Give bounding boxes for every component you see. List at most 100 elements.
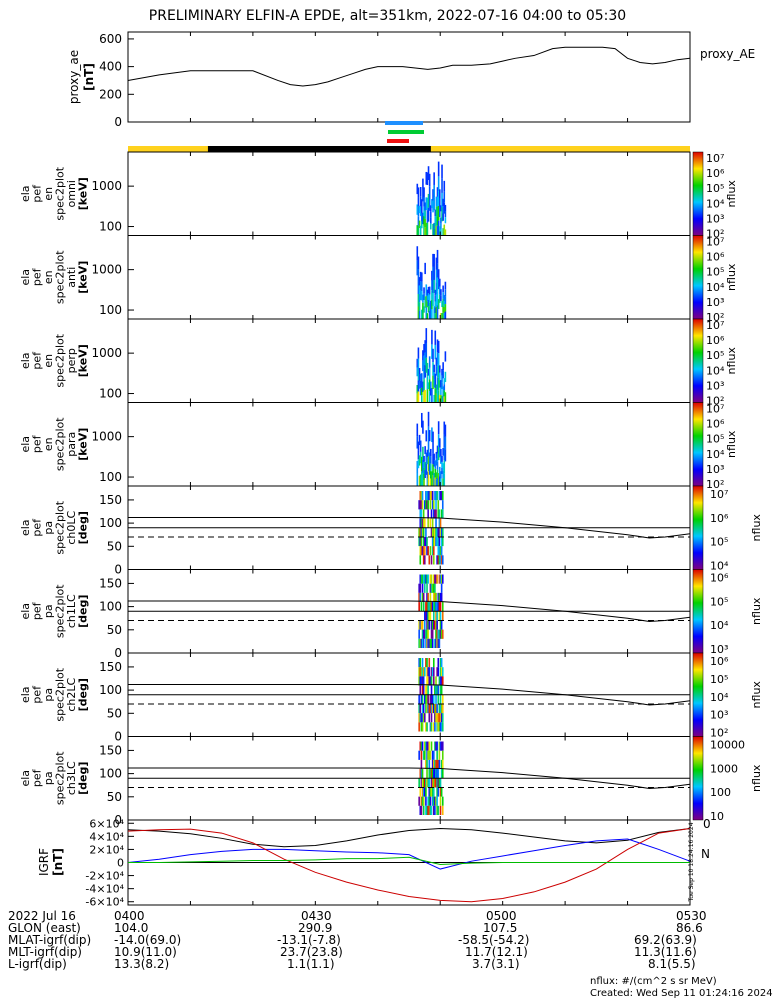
pa-ch2LC-ylabel-line: pa xyxy=(42,688,55,702)
spec-perp-cell xyxy=(420,387,423,396)
spec-anti-cell xyxy=(443,307,446,314)
spec-perp-cell xyxy=(428,356,431,368)
pa-ch1LC-cell xyxy=(437,602,440,612)
pa-ch2LC-cell xyxy=(439,722,442,732)
pa-ch0LC-cell xyxy=(421,491,424,501)
spec-omni-cell xyxy=(419,196,422,207)
pa-ch3LC-cell xyxy=(434,741,436,751)
pa-ch1LC-cell xyxy=(431,602,434,612)
spec-perp-cell xyxy=(419,380,422,389)
spec-perp-cell xyxy=(433,364,435,373)
pa-ch0LC-cell xyxy=(426,491,428,501)
footer-row-label: MLAT-igrf(dip) xyxy=(8,933,92,947)
pa-ch2LC-cell xyxy=(430,667,433,677)
spec-anti-colorbar-tick: 10⁶ xyxy=(706,251,725,264)
spec-anti-cell xyxy=(417,294,420,307)
spec-omni-cell xyxy=(435,206,438,217)
spec-omni-cell xyxy=(426,197,429,211)
spec-perp-cell xyxy=(426,376,429,390)
pa-ch0LC-cell xyxy=(428,491,431,501)
spec-omni-cell xyxy=(424,210,426,219)
pa-ch2LC-ylabel-line: ch2LC xyxy=(65,678,78,712)
spec-omni-cell xyxy=(423,216,425,226)
spec-perp-colorbar-tick: 10⁷ xyxy=(706,319,724,332)
pa-ch0LC-cell xyxy=(427,518,429,528)
spec-omni-cell xyxy=(437,220,440,236)
spec-perp-cell xyxy=(428,367,431,380)
proxy-ae-frame xyxy=(127,31,691,123)
pa-ch2LC-cell xyxy=(437,667,440,677)
spec-omni-cell xyxy=(442,206,444,214)
pa-ch3LC-cell xyxy=(425,787,427,797)
pa-ch3LC-cell xyxy=(441,769,444,779)
spec-para-cell xyxy=(432,475,434,486)
spec-perp-cell xyxy=(423,390,425,403)
spec-anti-cell xyxy=(435,306,438,319)
spec-omni-cell xyxy=(443,191,446,203)
spec-omni-cell xyxy=(427,193,430,208)
spec-omni-cell xyxy=(436,216,439,226)
spec-anti-cell xyxy=(428,310,431,319)
spec-perp-colorbar-tick: 10⁵ xyxy=(706,349,724,362)
footer-row-value: 1.1(1.1) xyxy=(287,957,335,971)
pa-ch3LC-cell xyxy=(441,750,444,760)
pa-ch1LC-cell xyxy=(426,638,428,648)
spec-perp-cell xyxy=(419,373,422,381)
pa-ch2LC-colorbar-tick: 10⁶ xyxy=(710,655,729,668)
pa-ch2LC-cell xyxy=(422,685,425,695)
spec-anti-colorbar-label: nflux xyxy=(725,263,738,291)
spec-anti-cell xyxy=(433,279,435,293)
spec-anti-cell xyxy=(426,289,429,296)
spec-para-ylabel-line: [keV] xyxy=(77,428,90,461)
pa-ch2LC-colorbar-tick: 10⁵ xyxy=(710,673,728,686)
pa-ch3LC-cell xyxy=(429,769,432,779)
pa-ch2LC-cell xyxy=(421,658,424,668)
spec-omni-cell xyxy=(427,207,430,222)
spec-omni-cell xyxy=(440,205,442,212)
proxy-ae-ytick-label: 400 xyxy=(99,60,122,74)
pa-ch3LC-cell xyxy=(428,787,431,797)
spec-para-cell xyxy=(442,463,444,471)
pa-ch3LC-cell xyxy=(435,741,437,751)
spec-perp-cell xyxy=(442,394,444,403)
pa-ch0LC-ylabel-line: pa xyxy=(42,521,55,535)
pa-ch1LC-ytick-label: 0 xyxy=(114,646,122,660)
spec-perp-cell xyxy=(444,351,447,362)
spec-anti-frame xyxy=(127,235,691,320)
pa-ch1LC-cell xyxy=(426,611,428,621)
spec-para-cell xyxy=(428,463,431,475)
spec-perp-cell xyxy=(423,355,425,368)
pa-ch2LC-cell xyxy=(419,658,422,668)
spec-anti-cell xyxy=(437,269,440,280)
pa-ch0LC-cell xyxy=(419,518,422,528)
coverage-red xyxy=(387,139,409,143)
pa-ch3LC-cell xyxy=(420,796,423,806)
spec-anti-cell xyxy=(420,281,423,292)
pa-ch3LC-ytick-label: 0 xyxy=(114,813,122,827)
pa-ch1LC-cell xyxy=(426,629,428,639)
spec-omni-cell xyxy=(420,206,423,214)
pa-ch2LC-colorbar-tick: 10² xyxy=(710,727,728,740)
pa-ch2LC-cell xyxy=(441,713,444,723)
pa-ch3LC-cell xyxy=(423,750,426,760)
pa-ch3LC-cell xyxy=(422,805,425,815)
spec-perp-ytick-label: 100 xyxy=(99,387,122,401)
spec-perp-cell xyxy=(438,365,441,373)
pa-ch1LC-cell xyxy=(438,592,441,603)
pa-ch3LC-cell xyxy=(440,741,443,751)
pa-ch1LC-cell xyxy=(439,592,442,603)
pa-ch1LC-cell xyxy=(430,602,433,612)
pa-ch0LC-cell xyxy=(438,527,441,537)
pa-ch2LC-cell xyxy=(432,694,435,704)
pa-ch3LC-cell xyxy=(438,741,441,751)
spec-para-frame xyxy=(127,402,691,487)
pa-ch2LC-cell xyxy=(435,713,437,723)
spec-omni-cell xyxy=(417,216,420,226)
spec-omni-cell xyxy=(432,189,434,201)
spec-perp-cell xyxy=(436,352,439,365)
pa-ch0LC-cell xyxy=(441,491,444,501)
spec-anti-cell xyxy=(444,304,447,312)
spec-anti-cell xyxy=(419,281,422,291)
pa-ch1LC-cell xyxy=(431,629,434,639)
pa-ch3LC-cell xyxy=(420,769,423,779)
